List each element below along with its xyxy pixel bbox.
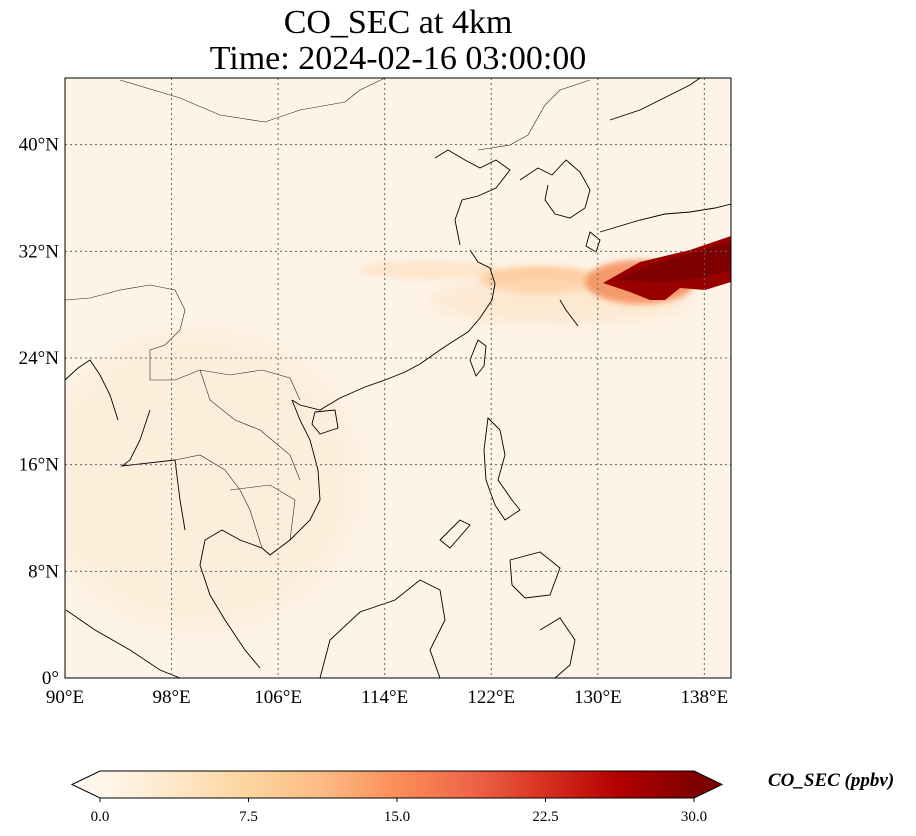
colorbar-max-extension [694,771,722,798]
colorbar: 0.0 7.5 15.0 22.5 30.0 [70,770,724,825]
island-kyushu [585,231,601,253]
plume-core-max [615,242,731,282]
island-hainan [311,409,339,435]
co-sec-field [65,236,731,630]
coastline-japan [599,203,731,233]
colorbar-tick-label: 7.5 [239,809,258,825]
border-thailand [174,454,263,549]
coastline-bohai [434,149,511,246]
lat-tick-label: 32°N [19,241,60,262]
colorbar-tick-label: 30.0 [681,809,707,825]
colorbar-tick-label: 22.5 [532,809,558,825]
island-luzon [483,417,521,521]
coastline-china-east [291,249,496,411]
map-subtitle-time: Time: 2024-02-16 03:00:00 [209,40,587,77]
lon-tick-label: 90°E [46,687,84,708]
lon-tick-label: 106°E [254,687,302,708]
plume-haze-southwest [65,330,360,630]
colorbar-ticks: 0.0 7.5 15.0 22.5 30.0 [91,798,707,825]
border-mongolia-china [119,78,386,123]
gridlines [65,78,731,678]
colorbar-min-extension [72,771,100,798]
lat-tick-label: 8°N [28,561,59,582]
island-palawan [439,519,471,549]
coastline-thailand-malaysia [199,529,263,669]
border-southwest-china [65,284,301,401]
plume-west-tail [360,261,500,279]
lon-tick-label: 114°E [361,687,408,708]
colorbar-tick-label: 15.0 [384,809,410,825]
colorbar-label: CO_SEC (ppbv) [768,770,895,791]
island-borneo [319,579,446,678]
border-laos-vietnam [199,369,301,481]
island-mindanao [509,551,561,599]
lon-tick-label: 98°E [152,687,190,708]
country-borders [65,78,591,549]
coastline-vietnam [261,399,321,556]
border-korea-china [477,79,591,151]
lon-tick-label: 122°E [467,687,515,708]
lon-tick-label: 138°E [681,687,729,708]
lat-tick-label: 24°N [19,348,60,369]
lat-tick-label: 16°N [19,455,60,476]
longitude-ticks: 90°E 98°E 106°E 114°E 122°E 130°E 138°E [46,687,728,708]
island-sulawesi [539,617,576,678]
ryukyu-islands [559,299,579,327]
coastline-myanmar [120,409,186,531]
coastlines [65,78,731,678]
island-sumatra [65,609,181,678]
latitude-ticks: 0° 8°N 16°N 24°N 32°N 40°N [19,135,60,689]
island-taiwan [469,339,487,377]
lat-tick-label: 40°N [19,135,60,156]
lat-tick-label: 0° [42,668,59,689]
colorbar-body [100,771,694,798]
lon-tick-label: 130°E [574,687,622,708]
coastline-japan-north [609,78,701,121]
coastline-korea [519,159,591,219]
map-title: CO_SEC at 4km [283,4,513,41]
coastline-india-bay [65,359,119,421]
colorbar-tick-label: 0.0 [91,809,110,825]
border-cambodia [229,484,296,541]
map-panel [65,78,731,678]
map-frame [64,77,732,679]
